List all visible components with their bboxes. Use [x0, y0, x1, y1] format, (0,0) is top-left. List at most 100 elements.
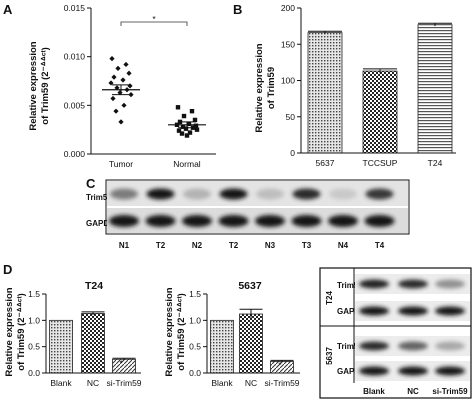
panel-d2-ytick-label: 1.0	[189, 315, 201, 325]
panel-a-tumor-point	[128, 92, 134, 98]
panel-a-ytick-label: 0.010	[64, 52, 86, 62]
blot-d-5637-trim59-band	[435, 341, 465, 351]
panel-b-ytick-label: 50	[286, 112, 296, 122]
panel-a-normal-point	[184, 133, 190, 138]
blot-c-lane-label: T2	[229, 241, 239, 250]
panel-a-ylabel-2: of Trim59 (2⁻ᐞᐞᶜᵗ)	[40, 47, 51, 124]
blot-d-lane-nc: NC	[407, 387, 419, 396]
panel-d1-ylabel-2: of Trim59 (2⁻ᐞᐞᶜᵗ)	[16, 293, 27, 370]
panel-a-chart: Relative expression of Trim59 (2⁻ᐞᐞᶜᵗ) 0…	[28, 3, 216, 169]
panel-a-normal-point	[193, 123, 199, 128]
blot-d-t24-trim59-band	[398, 279, 428, 289]
blot-c-gapdh-band	[364, 215, 395, 227]
blot-c-lane-label: N2	[192, 241, 203, 250]
panel-d2-xtick-nc: NC	[245, 378, 257, 388]
blot-c-lane-label: N3	[265, 241, 276, 250]
panel-b-bar	[362, 70, 398, 154]
panel-c-blot: Trim59 GAPDH N1 T2 N2 T2 N3 T3 N4 T4	[86, 179, 410, 250]
panel-a-tumor-point	[110, 95, 116, 102]
blot-c-trim59-band	[256, 188, 284, 200]
panel-d2-ylabel-2: of Trim59 (2⁻ᐞᐞᶜᵗ)	[176, 293, 187, 370]
panel-d2-xtick-blank: Blank	[211, 378, 233, 388]
panel-a-xtick-normal: Normal	[173, 159, 201, 169]
panel-d1-xtick-blank: Blank	[50, 378, 72, 388]
panel-b-bar	[307, 32, 343, 154]
blot-c-lane-label: T3	[302, 241, 312, 250]
blot-c-gapdh-band	[145, 215, 176, 227]
panel-a-tumor-point	[121, 102, 127, 108]
panel-a-tumor-point	[120, 77, 126, 83]
blot-d-5637-gapdh-band	[359, 366, 389, 376]
panel-b-ytick-label: 150	[281, 39, 295, 49]
panel-d2-ytick-label: 0.5	[189, 342, 201, 352]
panel-label-d: D	[3, 262, 12, 277]
panel-d1-title: T24	[85, 280, 103, 292]
panel-d2-sig-star: *	[278, 360, 282, 370]
blot-c-lane-label: N1	[119, 241, 130, 250]
blot-c-trim59-band	[365, 188, 394, 200]
panel-d1-ytick-label: 1.0	[28, 315, 40, 325]
panel-d2-title: 5637	[238, 280, 262, 292]
panel-a-tumor-point	[127, 83, 133, 89]
blot-d-t24-gapdh-band	[359, 306, 389, 316]
blot-d-5637-gapdh-label: GAPDH	[337, 367, 366, 376]
panel-d1-chart: T24 Relative expression of Trim59 (2⁻ᐞᐞᶜ…	[4, 280, 142, 388]
blot-c-lane-label: N4	[338, 241, 349, 250]
panel-a-normal-point	[186, 121, 192, 127]
panel-a-tumor-point	[114, 85, 120, 91]
panel-a-normal-point	[180, 124, 186, 129]
blot-c-trim59-band	[329, 188, 357, 200]
blot-d-5637-gapdh-band	[398, 366, 428, 376]
blot-d-t24-trim59-band	[359, 279, 389, 289]
panel-a-normal-point	[175, 105, 181, 110]
blot-d-t24-trim59-label: Trim59	[337, 281, 363, 290]
blot-c-lane-label: T2	[156, 241, 166, 250]
panel-a-sig-bracket	[120, 21, 188, 26]
blot-d-5637-gapdh-band	[435, 366, 465, 376]
panel-a-ytick-label: 0.005	[64, 100, 86, 110]
panel-d1-sig-star: *	[119, 358, 123, 368]
panel-a-tumor-point	[118, 119, 124, 125]
panel-a-normal-point	[179, 131, 185, 136]
panel-d2-bar	[239, 313, 263, 374]
blot-d-lane-si: si-Trim59	[432, 387, 468, 396]
panel-d2-ytick-label: 1.5	[189, 289, 201, 299]
panel-b-ytick-label: 0	[290, 148, 295, 158]
panel-a-sig-star: *	[152, 14, 156, 24]
blot-c-gapdh-band	[182, 215, 212, 227]
panel-d1-ytick-label: 0.0	[28, 368, 40, 378]
blot-c-gapdh-band	[255, 215, 285, 227]
panel-a-normal-point	[194, 127, 200, 132]
panel-a-ytick-label: 0.000	[64, 149, 86, 159]
panel-d2-xtick-si: si-Trim59	[264, 378, 299, 388]
blot-d-5637-trim59-band	[359, 341, 389, 351]
panel-b-xtick-t24: T24	[428, 158, 443, 168]
panel-d1-xtick-nc: NC	[87, 378, 99, 388]
blot-d-t24-gapdh-band	[398, 306, 428, 316]
panel-b-ylabel-1: Relative expression	[254, 43, 265, 132]
blot-c-gapdh-band	[218, 215, 249, 227]
panel-d1-bar	[112, 358, 136, 374]
blot-d-5637-trim59-band	[398, 341, 428, 351]
panel-a-tumor-point	[113, 108, 119, 114]
panel-a-tumor-point	[108, 80, 114, 86]
panel-d2-ylabel-1: Relative expression	[164, 287, 175, 376]
panel-a-normal-point	[181, 113, 187, 119]
panel-label-c: C	[86, 176, 96, 191]
blot-c-gapdh-band	[328, 215, 358, 227]
blot-d-group-t24: T24	[325, 291, 334, 305]
panel-a-normal-point	[189, 108, 195, 114]
panel-a-tumor-point	[126, 70, 132, 76]
panel-d1-xtick-si: si-Trim59	[106, 378, 141, 388]
panel-d1-bar	[49, 319, 73, 374]
panel-a-normal-point	[183, 126, 189, 131]
blot-c-trim59-band	[183, 188, 211, 200]
panel-d1-ytick-label: 0.5	[28, 342, 40, 352]
panel-label-b: B	[233, 2, 242, 17]
blot-c-gapdh-band	[291, 215, 322, 227]
panel-b-chart: Relative expression of Trim59 0 50 100 150 2…	[254, 3, 456, 168]
panel-a-ytick-label: 0.015	[64, 3, 86, 13]
blot-c-lane-label: T4	[375, 241, 385, 250]
panel-d1-bar	[81, 313, 105, 374]
